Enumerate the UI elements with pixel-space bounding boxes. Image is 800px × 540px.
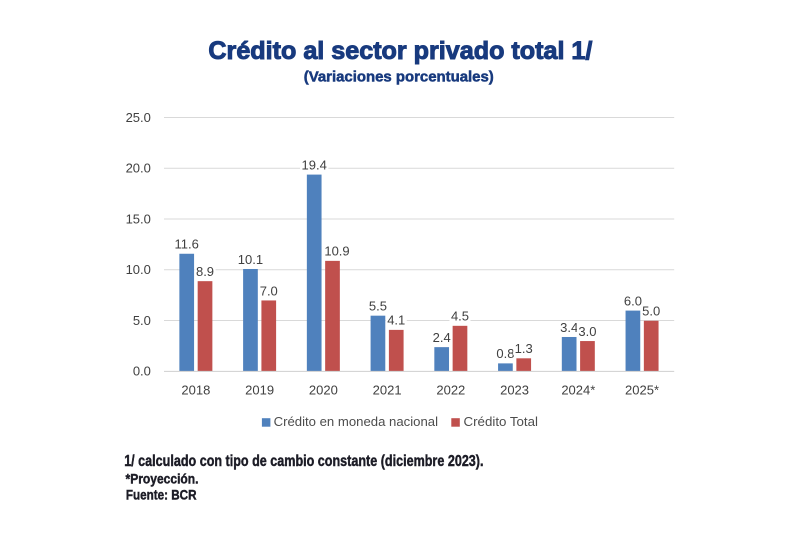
svg-text:15.0: 15.0 — [126, 211, 151, 226]
svg-text:Crédito en moneda nacional: Crédito en moneda nacional — [274, 414, 439, 429]
svg-text:(Variaciones porcentuales): (Variaciones porcentuales) — [304, 70, 494, 86]
svg-text:2021: 2021 — [373, 382, 402, 397]
svg-text:5.0: 5.0 — [642, 304, 660, 319]
svg-text:2023: 2023 — [500, 382, 529, 397]
svg-text:10.9: 10.9 — [324, 244, 349, 259]
svg-text:2022: 2022 — [436, 382, 465, 397]
svg-text:*Proyección.: *Proyección. — [126, 470, 199, 486]
svg-text:10.0: 10.0 — [126, 262, 151, 277]
svg-text:3.0: 3.0 — [578, 324, 596, 339]
svg-text:6.0: 6.0 — [624, 293, 642, 308]
svg-text:Crédito al sector privado tota: Crédito al sector privado total 1/ — [208, 37, 592, 65]
svg-text:1/ calculado con tipo de cambi: 1/ calculado con tipo de cambio constant… — [124, 453, 483, 470]
svg-text:2025*: 2025* — [625, 382, 659, 397]
svg-text:4.1: 4.1 — [387, 313, 405, 328]
svg-text:Fuente: BCR: Fuente: BCR — [126, 487, 197, 503]
svg-text:19.4: 19.4 — [302, 157, 327, 172]
svg-text:2024*: 2024* — [561, 382, 595, 397]
svg-text:1.3: 1.3 — [515, 341, 533, 356]
svg-text:10.1: 10.1 — [238, 252, 263, 267]
svg-text:0.0: 0.0 — [133, 364, 151, 379]
svg-text:2020: 2020 — [309, 382, 338, 397]
svg-text:Crédito Total: Crédito Total — [464, 414, 539, 429]
svg-text:5.0: 5.0 — [133, 313, 151, 328]
svg-text:4.5: 4.5 — [451, 309, 469, 324]
svg-text:20.0: 20.0 — [126, 161, 151, 176]
svg-text:2018: 2018 — [181, 382, 210, 397]
svg-text:0.8: 0.8 — [496, 346, 514, 361]
svg-text:8.9: 8.9 — [196, 264, 214, 279]
svg-text:7.0: 7.0 — [260, 283, 278, 298]
svg-text:2.4: 2.4 — [433, 330, 451, 345]
svg-text:5.5: 5.5 — [369, 298, 387, 313]
svg-text:25.0: 25.0 — [126, 110, 151, 125]
svg-text:3.4: 3.4 — [560, 320, 578, 335]
svg-text:2019: 2019 — [245, 382, 274, 397]
svg-text:11.6: 11.6 — [175, 237, 199, 252]
